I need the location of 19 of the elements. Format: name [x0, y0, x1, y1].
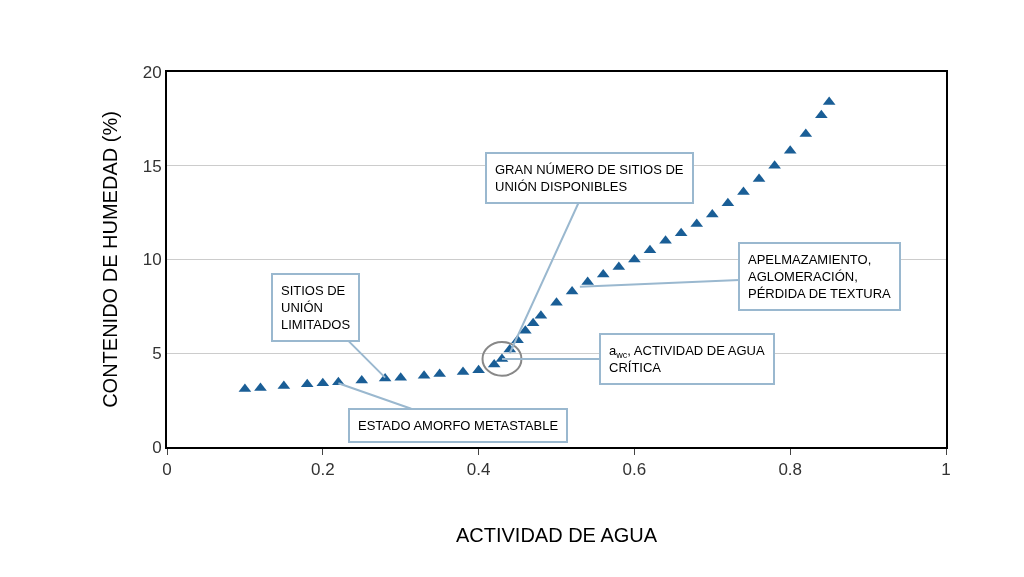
- point: [565, 285, 579, 295]
- x-tick-label: 0.4: [466, 460, 491, 480]
- x-tick-label: 0.2: [310, 460, 335, 480]
- x-axis-title: ACTIVIDAD DE AGUA: [455, 524, 658, 547]
- y-tick-label: 20: [142, 62, 162, 82]
- y-tick-label: 15: [142, 156, 162, 176]
- annotation: ESTADO AMORFO METASTABLE: [358, 418, 559, 433]
- y-tick-label: 5: [152, 344, 162, 364]
- annotation: APELMAZAMIENTO, AGLOMERACIÓN, PÉRDIDA DE TEXTURA: [748, 252, 892, 301]
- annotation: a$_{wc}$, ACTIVIDAD DE AGUA CRÍTICA: [609, 343, 765, 375]
- y-axis-title: CONTENIDO DE HUMEDAD (%): [98, 111, 121, 408]
- y-tick-label: 0: [152, 437, 162, 457]
- point: [355, 374, 369, 384]
- x-tick-label: 1: [941, 460, 951, 480]
- annotation: GRAN NÚMERO DE SITIOS DE UNIÓN DISPONIBLES: [495, 162, 684, 194]
- annotation: SITIOS DE UNIÓN LIMITADOS: [281, 283, 351, 332]
- y-tick-label: 10: [142, 250, 162, 270]
- x-tick-label: 0.6: [622, 460, 647, 480]
- x-tick-label: 0.8: [778, 460, 803, 480]
